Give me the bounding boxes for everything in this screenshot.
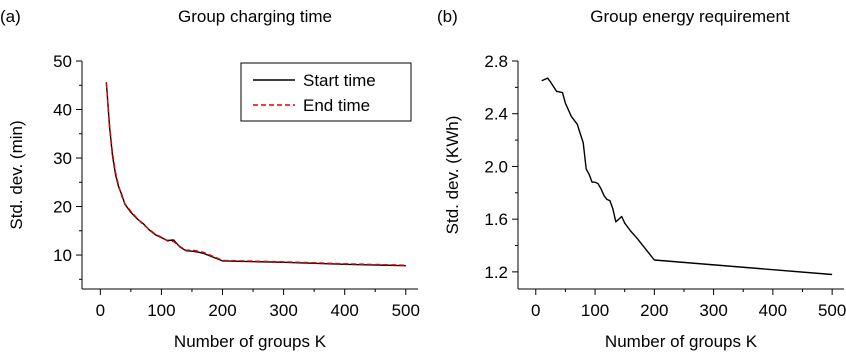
chart-title: Group energy requirement <box>590 7 790 26</box>
y-tick-label: 2.8 <box>484 52 508 71</box>
x-tick-label: 200 <box>208 301 236 320</box>
legend-label: End time <box>303 96 370 115</box>
panel-label: (a) <box>0 7 21 26</box>
x-tick-label: 0 <box>96 301 105 320</box>
chart-title: Group charging time <box>178 7 332 26</box>
y-tick-label: 10 <box>53 246 72 265</box>
series-line-0 <box>541 77 833 276</box>
y-tick-label: 2.0 <box>484 157 508 176</box>
legend-label: Start time <box>303 71 376 90</box>
panel-a: (a) Group charging time 0 100 200 300 400 500 10… <box>0 7 420 351</box>
x-tick-label: 400 <box>331 301 359 320</box>
y-tick-label: 2.4 <box>484 105 508 124</box>
x-axis-label: Number of groups K <box>174 332 327 351</box>
x-tick-label: 500 <box>392 301 420 320</box>
x-tick-label: 300 <box>699 301 727 320</box>
legend-box <box>240 62 412 122</box>
x-tick-label: 0 <box>531 301 540 320</box>
legend: Start time End time <box>240 62 412 122</box>
x-tick-label: 400 <box>759 301 787 320</box>
x-tick-label: 100 <box>581 301 609 320</box>
y-tick-label: 1.6 <box>484 210 508 229</box>
y-tick-label: 30 <box>53 149 72 168</box>
x-tick-label: 100 <box>147 301 175 320</box>
x-axis-label: Number of groups K <box>605 332 758 351</box>
y-axis-label: Std. dev. (KWh) <box>443 116 462 235</box>
y-tick-label: 1.2 <box>484 263 508 282</box>
panel-b: (b) Group energy requirement 0 100 200 300 400… <box>437 7 846 351</box>
x-tick-label: 200 <box>640 301 668 320</box>
x-tick-label: 300 <box>269 301 297 320</box>
series-line-end-time <box>105 83 406 266</box>
y-axis-label: Std. dev. (min) <box>7 120 26 229</box>
y-tick-label: 50 <box>53 52 72 71</box>
panel-label: (b) <box>437 7 458 26</box>
y-tick-label: 20 <box>53 198 72 217</box>
x-tick-label: 500 <box>818 301 846 320</box>
y-tick-label: 40 <box>53 101 72 120</box>
